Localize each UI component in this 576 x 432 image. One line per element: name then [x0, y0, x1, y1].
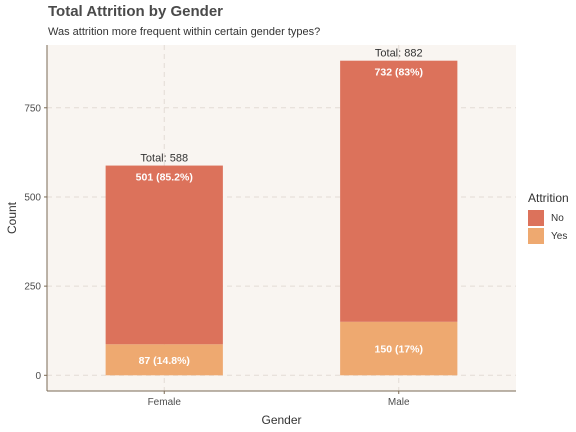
legend-key-yes	[528, 228, 544, 244]
y-tick-label-3: 750	[24, 103, 41, 114]
bar-yes-male	[340, 321, 458, 376]
bar-label-no-male: 732 (83%)	[375, 67, 423, 79]
legend-key-no	[528, 210, 544, 226]
legend-label-yes: Yes	[551, 230, 568, 242]
bar-label-yes-female: 87 (14.8%)	[139, 355, 190, 367]
legend-label-no: No	[551, 212, 564, 224]
bar-label-no-female: 501 (85.2%)	[136, 172, 193, 184]
legend: Attrition No Yes	[528, 191, 569, 245]
bar-no-female	[105, 165, 223, 345]
x-tick-label-female: Female	[148, 397, 182, 408]
legend-title: Attrition	[528, 191, 569, 205]
y-tick-label-0: 0	[35, 371, 41, 382]
total-label-female: Total: 588	[140, 153, 188, 165]
total-label-male: Total: 882	[375, 48, 423, 60]
x-tick-label-male: Male	[388, 397, 410, 408]
y-tick-label-2: 500	[24, 192, 41, 203]
y-tick-label-1: 250	[24, 282, 41, 293]
legend-item-yes: Yes	[528, 227, 569, 245]
bar-yes-female	[105, 344, 223, 376]
y-axis-title: Count	[5, 201, 19, 234]
bar-label-yes-male: 150 (17%)	[375, 344, 423, 356]
legend-item-no: No	[528, 209, 569, 227]
chart-subtitle: Was attrition more frequent within certa…	[48, 26, 321, 38]
chart-title: Total Attrition by Gender	[48, 3, 223, 20]
bar-no-male	[340, 60, 458, 322]
x-axis-title: Gender	[261, 413, 301, 427]
